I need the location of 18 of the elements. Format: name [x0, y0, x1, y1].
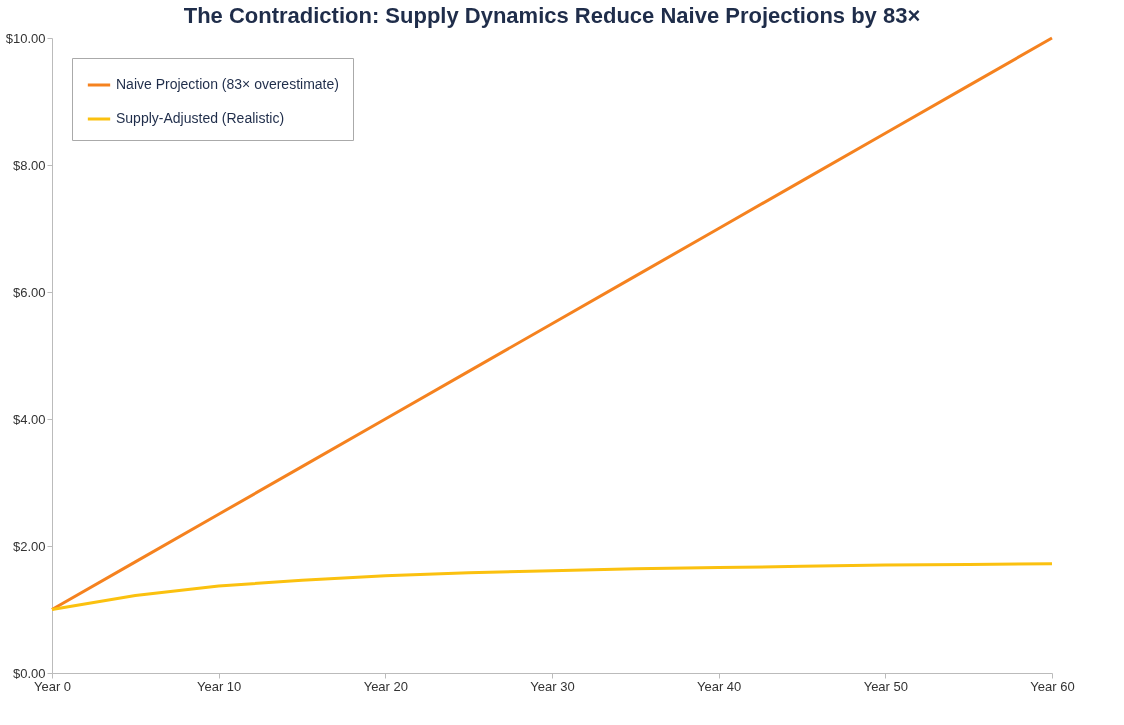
legend-label: Naive Projection (83× overestimate)	[116, 76, 339, 92]
legend-label: Supply-Adjusted (Realistic)	[116, 110, 285, 126]
x-tick-label: Year 30	[530, 678, 575, 694]
y-tick-label: $0.00	[12, 665, 46, 681]
y-tick-label: $6.00	[12, 284, 46, 300]
x-tick-label: Year 10	[196, 678, 242, 694]
y-tick-label: $4.00	[12, 411, 46, 427]
x-tick-label: Year 50	[863, 678, 909, 694]
x-tick-label: Year 60	[1030, 678, 1075, 694]
y-tick-label: $2.00	[12, 538, 46, 554]
chart-title: The Contradiction: Supply Dynamics Reduce Naive Projections by 83×	[183, 3, 921, 28]
x-tick-label: Year 40	[696, 678, 742, 694]
y-tick-label: $10.00	[5, 30, 46, 46]
line-series	[50, 562, 1054, 611]
line-series	[50, 36, 1054, 611]
x-tick-label: Year 20	[363, 678, 409, 694]
x-tick-label: Year 0	[33, 678, 72, 694]
y-tick-label: $8.00	[12, 157, 46, 173]
